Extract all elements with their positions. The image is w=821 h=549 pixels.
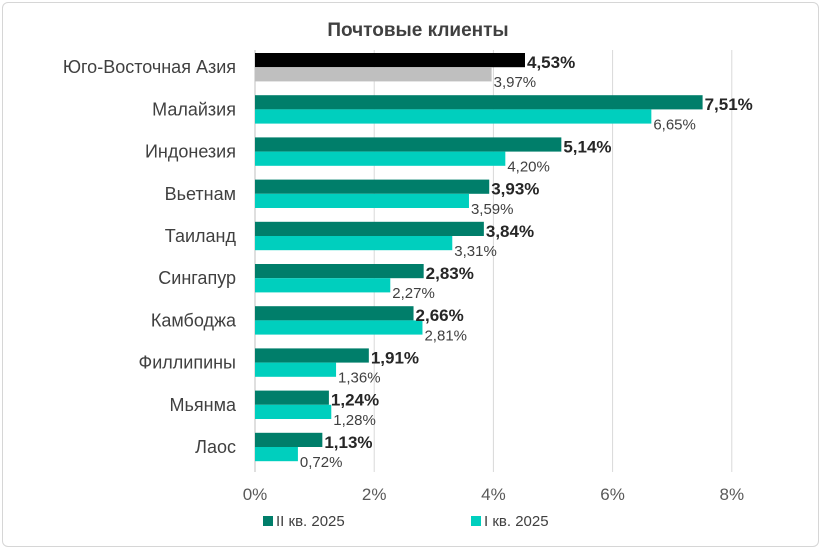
data-label-q2: 3,84% — [486, 222, 534, 241]
data-label-q1: 1,36% — [338, 370, 381, 387]
data-label-q2: 5,14% — [563, 137, 611, 156]
data-labels: 4,53% 3,97% 7,51% 6,65% 5,14% 4,20% 3,93% 3,59%… — [300, 53, 753, 471]
data-label-q2: 7,51% — [705, 95, 753, 114]
bars — [255, 53, 703, 462]
x-axis-ticks: 0% 2% 4% 6% 8% — [243, 485, 744, 504]
data-label-q2: 2,66% — [416, 306, 464, 325]
data-label-q1: 6,65% — [653, 116, 696, 133]
data-label-q1: 2,27% — [392, 285, 435, 302]
data-label-q1: 1,28% — [333, 412, 376, 429]
bar-q1 — [255, 151, 506, 166]
bar-q1 — [255, 67, 492, 82]
bar-q1 — [255, 447, 298, 462]
data-label-q1: 0,72% — [300, 454, 343, 471]
data-label-q2: 1,24% — [331, 391, 379, 410]
category-labels: Юго-Восточная Азия Малайзия Индонезия Вьетн… — [63, 57, 237, 457]
data-label-q1: 2,81% — [424, 327, 467, 344]
data-label-q1: 3,97% — [494, 74, 537, 91]
bar-q1 — [255, 109, 652, 124]
legend-swatch-q1 — [471, 516, 481, 526]
data-label-q2: 1,13% — [324, 433, 372, 452]
category-label: Филлипины — [139, 353, 236, 373]
legend: II кв. 2025 I кв. 2025 — [263, 513, 549, 530]
data-label-q1: 4,20% — [507, 159, 550, 176]
bar-q2 — [255, 221, 484, 236]
bar-q1 — [255, 278, 391, 293]
bar-q2 — [255, 95, 703, 110]
bar-q2 — [255, 264, 424, 279]
legend-swatch-q2 — [263, 516, 273, 526]
bar-q1 — [255, 362, 337, 377]
category-label: Лаос — [195, 437, 236, 457]
bar-q2 — [255, 306, 414, 321]
category-label: Таиланд — [165, 226, 237, 246]
legend-label-q1: I кв. 2025 — [484, 513, 549, 530]
bar-q2 — [255, 53, 525, 68]
category-label: Камбоджа — [151, 310, 237, 330]
category-label: Индонезия — [145, 142, 236, 162]
data-label-q2: 1,91% — [371, 348, 419, 367]
data-label-q2: 3,93% — [491, 180, 539, 199]
x-tick-label: 4% — [481, 485, 506, 504]
bar-q1 — [255, 320, 423, 335]
bar-q1 — [255, 236, 453, 251]
x-tick-label: 0% — [243, 485, 268, 504]
category-label: Сингапур — [158, 268, 236, 288]
bar-q1 — [255, 193, 469, 208]
category-label: Малайзия — [152, 99, 236, 119]
bar-q1 — [255, 404, 332, 419]
category-label: Мьянма — [170, 395, 237, 415]
bar-q2 — [255, 390, 329, 405]
category-label: Юго-Восточная Азия — [63, 57, 236, 77]
bar-q2 — [255, 179, 490, 194]
bar-q2 — [255, 137, 562, 152]
data-label-q2: 4,53% — [527, 53, 575, 72]
chart-title: Почтовые клиенты — [327, 20, 508, 41]
bar-q2 — [255, 348, 369, 363]
bar-q2 — [255, 432, 323, 447]
x-tick-label: 6% — [600, 485, 625, 504]
category-label: Вьетнам — [165, 184, 236, 204]
data-label-q1: 3,31% — [454, 243, 497, 260]
legend-label-q2: II кв. 2025 — [276, 513, 345, 530]
data-label-q2: 2,83% — [426, 264, 474, 283]
data-label-q1: 3,59% — [471, 201, 514, 218]
x-tick-label: 8% — [720, 485, 745, 504]
x-tick-label: 2% — [362, 485, 387, 504]
